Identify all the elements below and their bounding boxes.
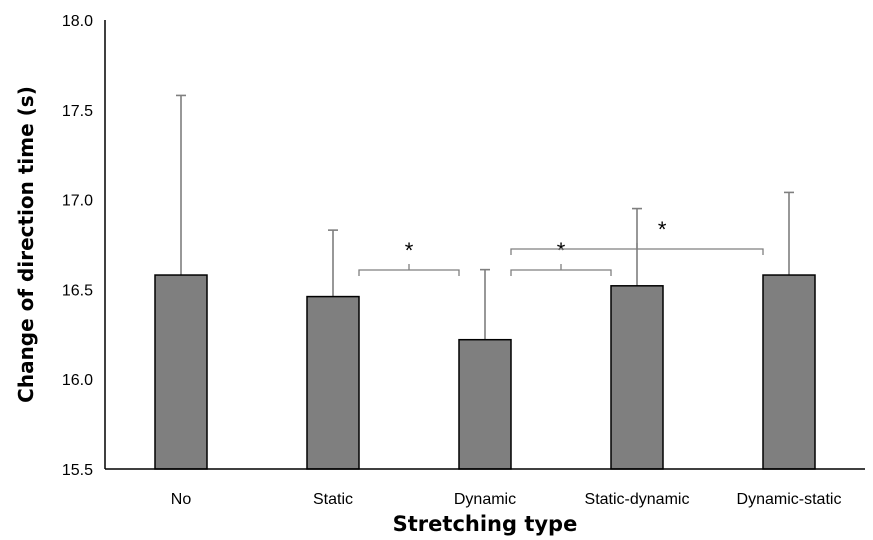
- y-tick-label: 17.5: [62, 103, 93, 120]
- y-tick-labels: 15.5 16.0 16.5 17.0 17.5 18.0: [62, 13, 93, 479]
- bar: [306, 295, 360, 470]
- error-bars: [176, 94, 794, 340]
- significance-bracket: [358, 264, 460, 276]
- significance-star: *: [405, 238, 414, 263]
- bar: [154, 274, 208, 470]
- x-tick-label: Dynamic-static: [737, 491, 842, 508]
- x-axis-title: Stretching type: [393, 512, 578, 536]
- significance-brackets: * * *: [358, 217, 764, 276]
- bar: [458, 338, 512, 470]
- y-tick-label: 16.0: [62, 372, 93, 389]
- x-tick-label: Static-dynamic: [585, 491, 690, 508]
- significance-star: *: [658, 217, 667, 242]
- x-tick-labels: No Static Dynamic Static-dynamic Dynamic-sta…: [171, 491, 842, 508]
- x-tick-label: Dynamic: [454, 491, 516, 508]
- bar: [762, 274, 816, 470]
- significance-bracket: [510, 264, 612, 276]
- significance-bracket: [510, 243, 764, 255]
- y-tick-label: 15.5: [62, 462, 93, 479]
- y-tick-label: 16.5: [62, 282, 93, 299]
- bar: [610, 285, 664, 470]
- x-tick-label: No: [171, 491, 192, 508]
- y-axis-title: Change of direction time (s): [14, 86, 38, 403]
- y-tick-label: 17.0: [62, 193, 93, 210]
- significance-star: *: [557, 238, 566, 263]
- y-tick-label: 18.0: [62, 13, 93, 30]
- x-tick-label: Static: [313, 491, 353, 508]
